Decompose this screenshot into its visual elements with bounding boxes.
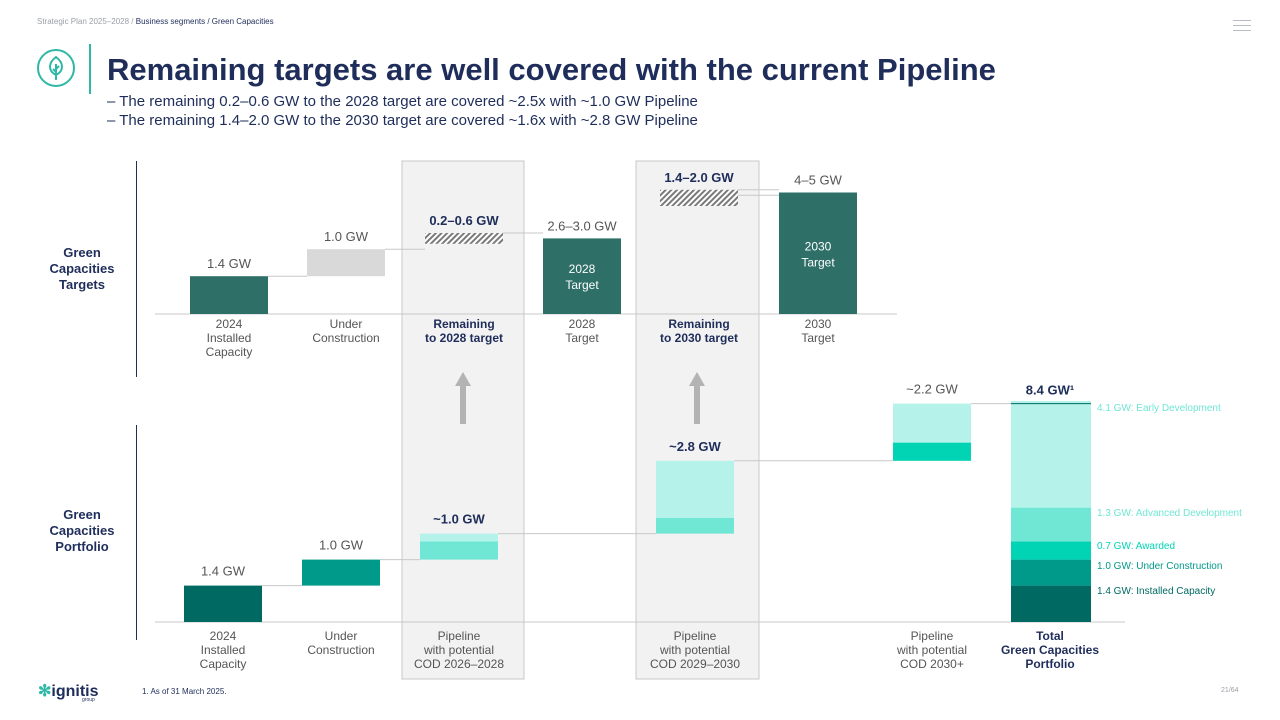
portfolio-bar-3-part-1: [656, 460, 734, 518]
portfolio-value-label-4: ~2.2 GW: [906, 382, 958, 397]
targets-bar-0: [190, 276, 268, 314]
portfolio-total-segment-2: [1011, 541, 1091, 560]
menu-icon[interactable]: [1233, 20, 1251, 32]
page-title: Remaining targets are well covered with …: [107, 52, 996, 87]
portfolio-category-4: Pipeline with potential COD 2030+: [896, 629, 967, 671]
portfolio-value-label-3: ~2.8 GW: [669, 439, 721, 454]
targets-value-label-1: 1.0 GW: [324, 229, 369, 244]
portfolio-bar-0: [184, 585, 262, 622]
targets-category-1: Under Construction: [312, 317, 379, 345]
portfolio-value-label-5: 8.4 GW¹: [1026, 383, 1074, 398]
portfolio-bar-1: [302, 559, 380, 586]
breadcrumb: Strategic Plan 2025–2028 / Business segm…: [37, 17, 274, 26]
brand-logo: ✻ignitis group: [38, 683, 99, 703]
targets-bar-2: [425, 233, 503, 244]
portfolio-value-label-0: 1.4 GW: [201, 564, 246, 579]
portfolio-bar-2-part-0: [420, 541, 498, 560]
portfolio-category-5: Total Green Capacities Portfolio: [1001, 629, 1099, 671]
bullet-list: – The remaining 0.2–0.6 GW to the 2028 t…: [107, 92, 698, 130]
bullet-2: – The remaining 1.4–2.0 GW to the 2030 t…: [107, 112, 698, 129]
arrow-up-icon-1: [455, 372, 471, 424]
portfolio-legend-3: 1.0 GW: Under Construction: [1097, 561, 1222, 572]
targets-value-label-0: 1.4 GW: [207, 256, 252, 271]
page-number: 21/64: [1221, 687, 1239, 694]
targets-bar-5: [779, 192, 857, 314]
footnote: 1. As of 31 March 2025.: [142, 687, 227, 696]
row-label-portfolio: Green Capacities Portfolio: [49, 507, 115, 554]
bullet-1: – The remaining 0.2–0.6 GW to the 2028 t…: [107, 93, 698, 110]
portfolio-total-segment-1: [1011, 559, 1091, 586]
portfolio-total-segment-3: [1011, 507, 1091, 542]
portfolio-category-2: Pipeline with potential COD 2026–2028: [414, 629, 504, 671]
targets-category-2: Remaining to 2028 target: [425, 317, 503, 345]
targets-value-label-4: 1.4–2.0 GW: [664, 170, 734, 185]
portfolio-legend-4: 1.4 GW: Installed Capacity: [1097, 586, 1215, 597]
portfolio-total-segment-4: [1011, 401, 1091, 508]
targets-bar-1: [307, 249, 385, 277]
portfolio-bar-4-part-1: [893, 403, 971, 443]
portfolio-legend-1: 1.3 GW: Advanced Development: [1097, 508, 1242, 519]
portfolio-bar-3-part-0: [656, 518, 734, 534]
portfolio-bar-2-part-1: [420, 533, 498, 542]
portfolio-category-0: 2024 Installed Capacity: [200, 629, 247, 671]
targets-bar-4: [660, 189, 738, 206]
targets-value-label-5: 4–5 GW: [794, 173, 842, 188]
targets-bar-3: [543, 238, 621, 314]
breadcrumb-root[interactable]: Strategic Plan 2025–2028 /: [37, 17, 134, 26]
portfolio-category-1: Under Construction: [307, 629, 374, 657]
targets-category-4: Remaining to 2030 target: [660, 317, 738, 345]
row-divider-portfolio: [136, 425, 137, 640]
targets-value-label-2: 0.2–0.6 GW: [429, 213, 499, 228]
row-divider-targets: [136, 161, 137, 377]
portfolio-value-label-2: ~1.0 GW: [433, 512, 485, 527]
targets-category-3: 2028 Target: [565, 317, 599, 345]
portfolio-bar-4-part-0: [893, 442, 971, 461]
leaf-icon: [37, 49, 75, 87]
breadcrumb-current[interactable]: Business segments / Green Capacities: [135, 17, 274, 26]
portfolio-legend-2: 0.7 GW: Awarded: [1097, 541, 1175, 552]
title-divider: [89, 44, 91, 94]
portfolio-total-segment-0: [1011, 585, 1091, 622]
portfolio-category-3: Pipeline with potential COD 2029–2030: [650, 629, 740, 671]
targets-category-0: 2024 Installed Capacity: [206, 317, 253, 359]
row-label-targets: Green Capacities Targets: [49, 245, 115, 292]
targets-value-label-3: 2.6–3.0 GW: [547, 218, 617, 233]
portfolio-value-label-1: 1.0 GW: [319, 538, 364, 553]
targets-inner-label-5: 2030 Target: [801, 239, 835, 269]
targets-inner-label-3: 2028 Target: [565, 262, 599, 292]
targets-category-5: 2030 Target: [801, 317, 835, 345]
arrow-up-icon-2: [689, 372, 705, 424]
portfolio-legend-0: 4.1 GW: Early Development: [1097, 403, 1221, 414]
